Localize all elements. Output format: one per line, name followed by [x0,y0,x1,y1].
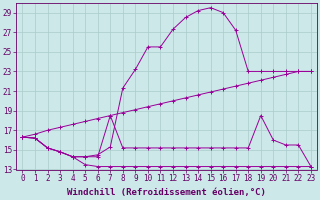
X-axis label: Windchill (Refroidissement éolien,°C): Windchill (Refroidissement éolien,°C) [67,188,266,197]
